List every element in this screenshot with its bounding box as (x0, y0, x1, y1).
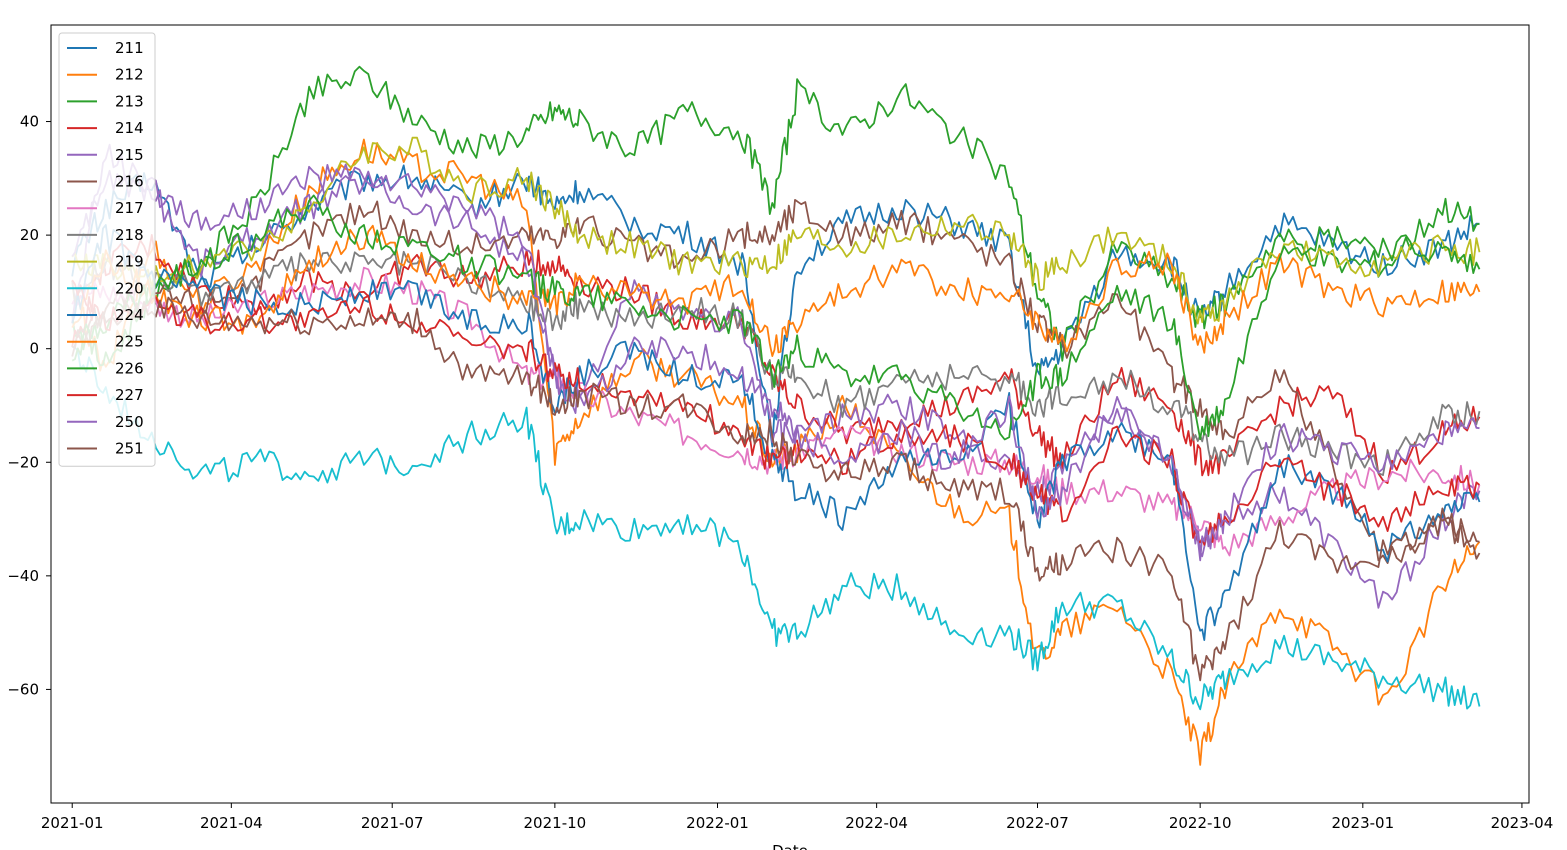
plot-frame (50, 24, 1530, 804)
x-axis: 2021-01 2021-04 2021-07 2021-10 2022-01 2022-… (41, 803, 1553, 832)
legend-label-214: 214 (115, 119, 144, 137)
y-tick-label: 0 (29, 340, 39, 358)
legend-label-217: 217 (115, 199, 144, 217)
x-tick-label: 2023-01 (1331, 814, 1394, 832)
series-line-226 (71, 194, 1481, 441)
x-tick-label: 2021-10 (524, 814, 587, 832)
x-tick-label: 2021-01 (41, 814, 104, 832)
legend-label-213: 213 (115, 92, 144, 110)
series-line-217 (71, 266, 1481, 557)
legend-label-216: 216 (115, 173, 144, 191)
series-line-218 (71, 250, 1481, 477)
legend-label-227: 227 (115, 386, 144, 404)
legend-label-211: 211 (115, 39, 144, 57)
legend-label-224: 224 (115, 306, 144, 324)
series-line-225 (71, 224, 1481, 358)
y-tick-label: −60 (7, 680, 39, 698)
x-tick-label: 2022-01 (686, 814, 749, 832)
legend-label-250: 250 (115, 413, 144, 431)
x-tick-label: 2022-07 (1006, 814, 1069, 832)
legend-label-215: 215 (115, 146, 144, 164)
series-line-250 (71, 163, 1480, 562)
plot-background (51, 25, 1529, 803)
legend-box (58, 32, 156, 467)
x-axis-label: Date (772, 842, 808, 850)
y-tick-label: −40 (7, 567, 39, 585)
legend-label-212: 212 (115, 66, 144, 84)
y-tick-label: 40 (20, 113, 39, 131)
x-tick-label: 2023-04 (1491, 814, 1554, 832)
y-tick-label: −20 (7, 453, 39, 471)
legend-label-225: 225 (115, 333, 144, 351)
legend-label-219: 219 (115, 253, 144, 271)
series-line-216 (71, 198, 1481, 564)
series-line-251 (71, 296, 1480, 682)
legend-label-251: 251 (115, 440, 144, 458)
legend-label-218: 218 (115, 226, 144, 244)
series-lines (71, 65, 1481, 766)
x-tick-label: 2021-07 (361, 814, 424, 832)
series-line-213 (71, 65, 1480, 367)
legend: 211 212 213 214 215 216 217 218 219 220 224 225 226 2… (58, 32, 156, 467)
y-tick-label: 20 (20, 226, 39, 244)
legend-label-220: 220 (115, 279, 144, 297)
series-line-224 (71, 224, 1481, 641)
series-line-215 (71, 143, 1481, 609)
series-line-211 (71, 164, 1480, 448)
legend-label-226: 226 (115, 359, 144, 377)
x-tick-label: 2022-10 (1169, 814, 1232, 832)
x-tick-label: 2021-04 (200, 814, 263, 832)
series-line-220 (71, 345, 1481, 711)
x-tick-label: 2022-04 (845, 814, 908, 832)
y-axis: 40 20 0 −20 −40 −60 (7, 113, 51, 698)
